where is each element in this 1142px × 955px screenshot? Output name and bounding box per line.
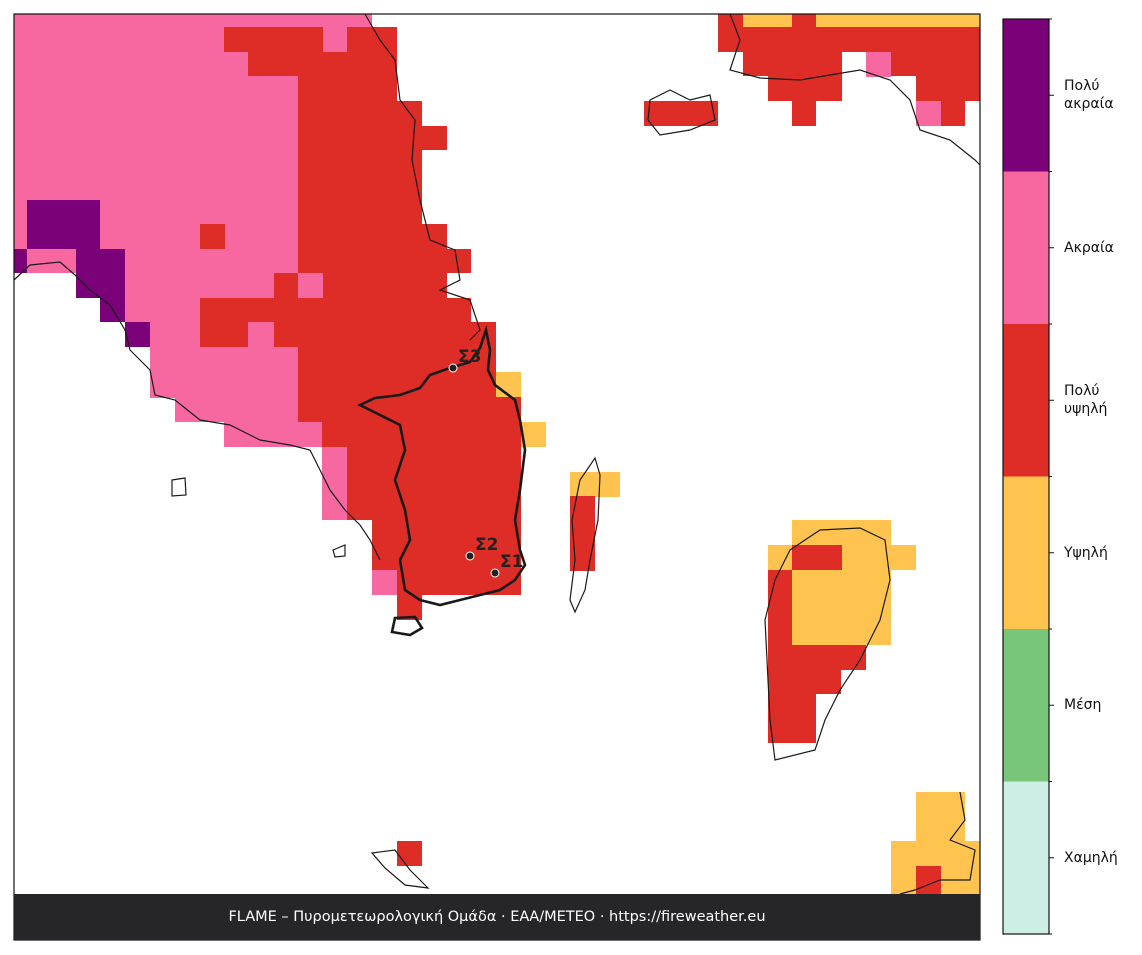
coastline (899, 791, 976, 895)
cells-very-high (570, 496, 595, 571)
risk-cells (14, 14, 980, 894)
colorbar-label: Μέση (1064, 697, 1102, 714)
station-point (490, 568, 500, 578)
coastline (13, 261, 381, 561)
cells-high (521, 422, 546, 447)
station-label: Σ3 (458, 347, 481, 367)
cells-high (496, 372, 521, 397)
station-label: Σ1 (500, 552, 523, 572)
colorbar-label: Πολύ υψηλή (1064, 383, 1108, 418)
coastline (569, 456, 601, 614)
cells-extreme (372, 570, 397, 595)
footer: FLAME – Πυρομετεωρολογική Ομάδα · ΕΑΑ/ME… (14, 894, 980, 940)
cells-extreme (298, 273, 323, 298)
colorbar (1002, 18, 1054, 935)
coastline (364, 13, 481, 341)
coastline (647, 89, 716, 136)
region-border (357, 324, 527, 607)
colorbar-label: Πολύ ακραία (1064, 78, 1114, 113)
cells-high (891, 792, 980, 894)
coastline (729, 13, 981, 166)
cells-very-high (397, 841, 422, 866)
colorbar-segment (1003, 629, 1049, 782)
colorbar-segment (1003, 171, 1049, 324)
cells-very-extreme (125, 322, 150, 347)
cells-high (743, 14, 792, 27)
coastlines (13, 13, 981, 895)
colorbar-segment (1003, 19, 1049, 172)
cells-very-high (916, 866, 941, 894)
colorbar-segment (1003, 476, 1049, 629)
colorbar-label: Υψηλή (1064, 544, 1108, 561)
cells-high (816, 14, 980, 27)
map-frame (13, 13, 981, 941)
cells-very-high (718, 14, 980, 126)
colorbar-label: Ακραία (1064, 239, 1114, 256)
cells-extreme (14, 14, 372, 520)
station-point (465, 551, 475, 561)
colorbar-label: Χαμηλή (1064, 849, 1118, 866)
station-point (448, 363, 458, 373)
cells-very-high (644, 101, 718, 126)
cells-very-extreme (14, 249, 27, 273)
cells-very-high (200, 27, 521, 620)
colorbar-frame (1002, 18, 1050, 935)
cells-extreme (916, 101, 941, 126)
cells-very-high (768, 545, 866, 743)
coastline (370, 849, 430, 889)
coastline (764, 527, 891, 761)
region-border (390, 615, 424, 637)
colorbar-segment (1003, 324, 1049, 477)
station-label: Σ2 (475, 535, 498, 555)
coastline (171, 477, 187, 497)
cells-very-high (200, 224, 225, 249)
colorbar-segment (1003, 781, 1049, 934)
cells-high (570, 472, 620, 497)
coastline (332, 544, 346, 558)
